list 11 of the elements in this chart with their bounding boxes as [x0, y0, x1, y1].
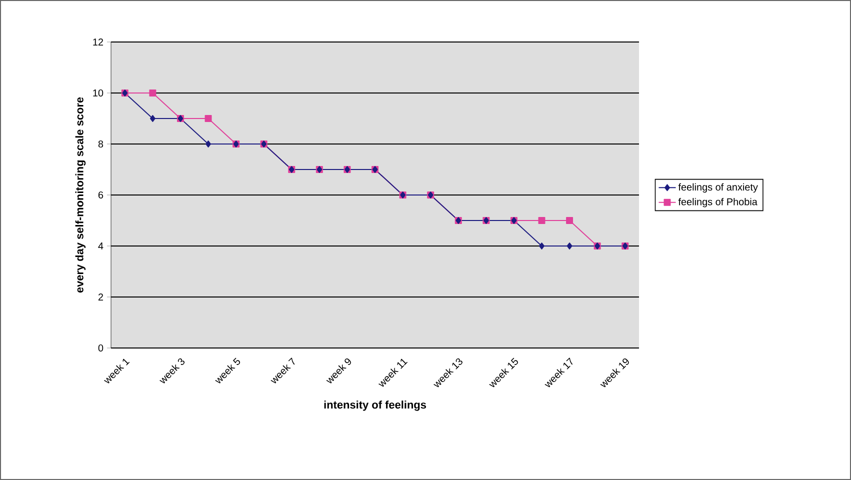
y-tick-label: 8	[98, 140, 104, 148]
y-tick-label: 12	[93, 38, 104, 46]
y-tick-label: 4	[98, 242, 104, 250]
y-tick-label: 0	[98, 344, 104, 352]
y-tick-label: 10	[93, 89, 104, 97]
legend-label: feelings of anxiety	[678, 183, 758, 193]
y-tick-label: 6	[98, 191, 104, 199]
y-tick-label: 2	[98, 294, 104, 300]
x-axis-title: intensity of feelings	[324, 400, 426, 411]
y-axis-title: every day self-monitoring scale score	[75, 97, 86, 293]
legend-label: feelings of Phobia	[678, 198, 758, 208]
